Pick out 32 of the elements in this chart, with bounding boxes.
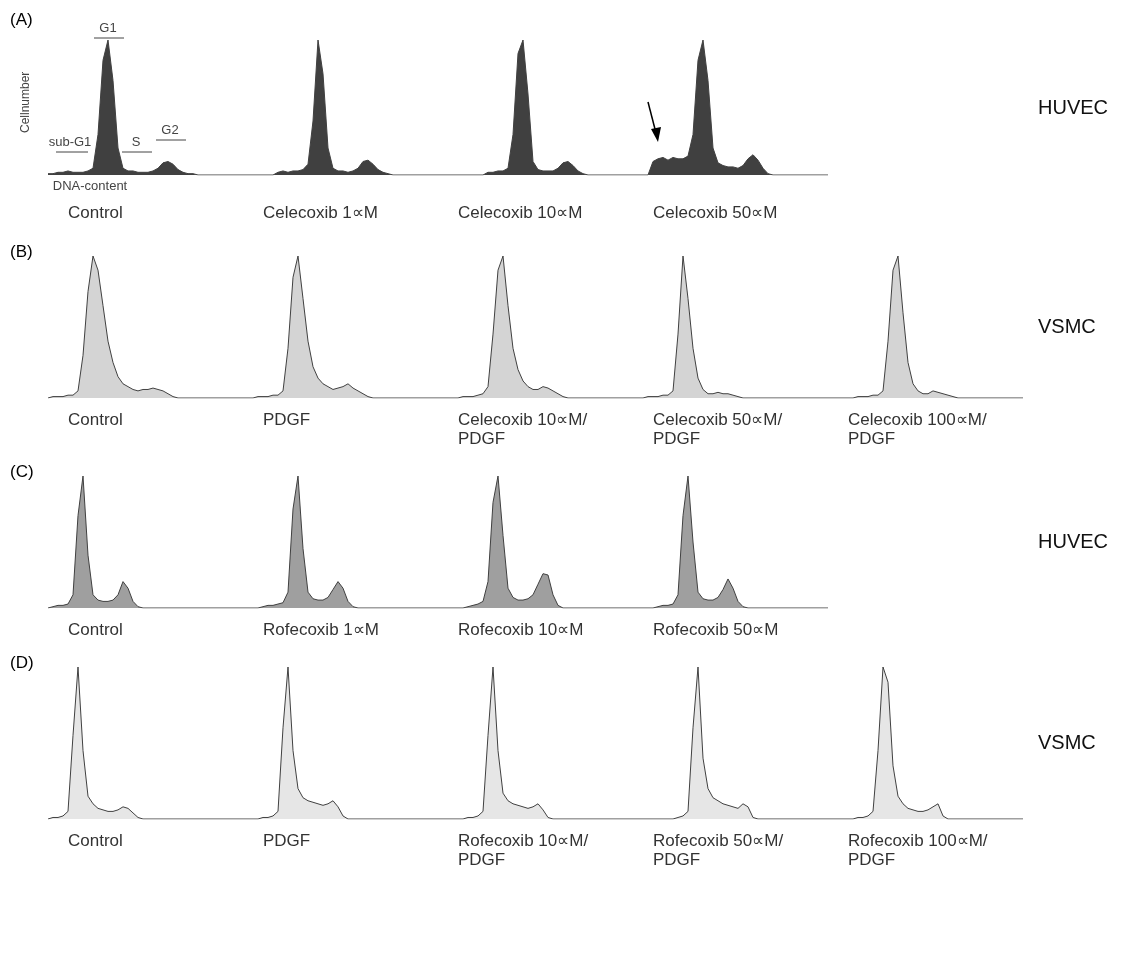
text: VSMC: [1038, 731, 1097, 754]
text: VSMC: [1038, 315, 1097, 338]
x-axis-title: Rofecoxib 100∝M/ PDGF: [847, 831, 989, 869]
x-axis-title: Rofecoxib 50∝M: [652, 620, 780, 639]
x-axis-title: Rofecoxib 50∝M/ PDGF: [652, 831, 785, 869]
x-axis-title: Control: [67, 620, 124, 639]
x-axis-title: Rofecoxib 1∝M: [262, 620, 380, 639]
x-axis-title: PDGF: [262, 410, 312, 429]
annotation: G2: [161, 122, 179, 137]
y-axis-title: Cellnumber: [18, 71, 32, 133]
x-axis-title: Rofecoxib 10∝M/ PDGF: [457, 831, 590, 869]
x-axis-title: Celecoxib 100∝M/ PDGF: [847, 410, 988, 448]
chart-title: (C): [10, 462, 34, 482]
x-axis-title: Control: [67, 203, 124, 222]
text: DNA-content: [52, 178, 128, 193]
x-axis-title: Celecoxib 50∝M: [652, 203, 779, 222]
x-axis-title: Control: [67, 831, 124, 850]
x-axis-title: Rofecoxib 10∝M: [457, 620, 585, 639]
chart-title: (A): [10, 10, 33, 30]
annotation: sub-G1: [48, 134, 92, 149]
x-axis-title: Celecoxib 1∝M: [262, 203, 379, 222]
text: HUVEC: [1038, 530, 1109, 553]
x-axis-title: Celecoxib 50∝M/ PDGF: [652, 410, 784, 448]
x-axis-title: Celecoxib 10∝M: [457, 203, 584, 222]
x-axis-title: PDGF: [262, 831, 312, 850]
text: G1: [99, 20, 117, 35]
chart-title: (D): [10, 653, 34, 673]
annotation: S: [131, 134, 141, 149]
chart-title: (B): [10, 242, 33, 262]
x-axis-title: Celecoxib 10∝M/ PDGF: [457, 410, 589, 448]
text: HUVEC: [1038, 95, 1109, 119]
x-axis-title: Control: [67, 410, 124, 429]
